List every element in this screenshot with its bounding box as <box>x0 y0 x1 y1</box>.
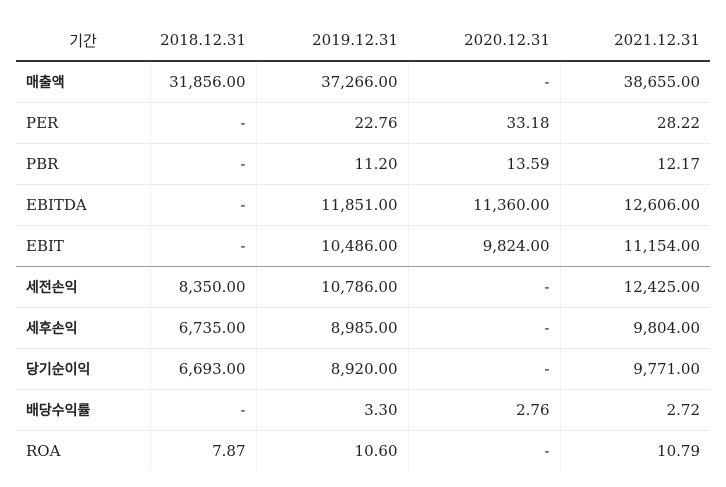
table-row: ROA 7.87 10.60 - 10.79 <box>16 430 710 471</box>
row-label: ROA <box>26 442 61 460</box>
table-cell: 7.87 <box>149 430 256 471</box>
table-cell: 8,350.00 <box>149 266 256 308</box>
column-header-2018: 2018.12.31 <box>150 20 256 62</box>
column-header-2020: 2020.12.31 <box>408 20 560 62</box>
row-label: EBIT <box>16 225 150 267</box>
table-cell: 28.22 <box>559 102 710 144</box>
period-header: 기간 <box>16 20 150 62</box>
table-cell: 9,804.00 <box>559 307 710 349</box>
row-label: 세전손익 <box>16 266 150 308</box>
table-cell: 6,735.00 <box>149 307 256 349</box>
table-header: 기간 2018.12.31 2019.12.31 2020.12.31 2021… <box>16 20 710 62</box>
table-cell: - <box>407 266 560 308</box>
table-cell: 8,920.00 <box>255 348 408 390</box>
row-label: 매출액 <box>16 61 150 103</box>
table-cell: 10,486.00 <box>255 225 408 267</box>
table-cell: 10.60 <box>255 430 408 471</box>
table-cell: 38,655.00 <box>559 61 710 103</box>
column-header-2019: 2019.12.31 <box>256 20 408 62</box>
table-cell: - <box>149 225 256 267</box>
table-cell: 2.76 <box>407 389 560 431</box>
table-row: 세전손익 8,350.00 10,786.00 - 12,425.00 <box>16 266 710 308</box>
table-row: 당기순이익 6,693.00 8,920.00 - 9,771.00 <box>16 348 710 390</box>
table-row: 매출액 31,856.00 37,266.00 - 38,655.00 <box>16 61 710 103</box>
table-cell: 11,851.00 <box>255 184 408 226</box>
row-label: EBITDA <box>16 184 150 226</box>
table-row: 배당수익률 - 3.30 2.76 2.72 <box>16 389 710 431</box>
row-label: PER <box>16 102 150 144</box>
table-cell: 37,266.00 <box>255 61 408 103</box>
table-cell: - <box>149 102 256 144</box>
table-cell: 2.72 <box>559 389 710 431</box>
row-label: 세후손익 <box>16 307 150 349</box>
table-cell: - <box>149 143 256 185</box>
table-cell: 11,154.00 <box>559 225 710 267</box>
table-cell: 11,360.00 <box>407 184 560 226</box>
column-header-2021: 2021.12.31 <box>560 20 710 62</box>
table-cell: 10,786.00 <box>255 266 408 308</box>
table-cell: 6,693.00 <box>149 348 256 390</box>
table-body: 매출액 31,856.00 37,266.00 - 38,655.00 PER … <box>16 61 710 471</box>
table-row: PER - 22.76 33.18 28.22 <box>16 102 710 144</box>
table-cell: 12,425.00 <box>559 266 710 308</box>
table-cell: 33.18 <box>407 102 560 144</box>
table-cell: 12.17 <box>559 143 710 185</box>
table-cell: - <box>407 348 560 390</box>
row-label: 배당수익률 <box>16 389 150 431</box>
table-cell: 8,985.00 <box>255 307 408 349</box>
table-row: 세후손익 6,735.00 8,985.00 - 9,804.00 <box>16 307 710 349</box>
table-row: EBIT - 10,486.00 9,824.00 11,154.00 <box>16 225 710 267</box>
row-label: 당기순이익 <box>16 348 150 390</box>
table-cell: 10.79 <box>559 430 710 471</box>
table-cell: 3.30 <box>255 389 408 431</box>
table-cell: - <box>149 184 256 226</box>
table-cell: 12,606.00 <box>559 184 710 226</box>
header-row: 기간 2018.12.31 2019.12.31 2020.12.31 2021… <box>16 20 710 62</box>
table-row: EBITDA - 11,851.00 11,360.00 12,606.00 <box>16 184 710 226</box>
table-cell: 9,771.00 <box>559 348 710 390</box>
table-cell: - <box>149 389 256 431</box>
table-cell: 11.20 <box>255 143 408 185</box>
table-row: PBR - 11.20 13.59 12.17 <box>16 143 710 185</box>
financial-summary-table: 기간 2018.12.31 2019.12.31 2020.12.31 2021… <box>16 20 710 471</box>
row-label: PBR <box>16 143 150 185</box>
table-cell: - <box>407 307 560 349</box>
table-cell: 9,824.00 <box>407 225 560 267</box>
table-cell: 13.59 <box>407 143 560 185</box>
table-cell: 31,856.00 <box>149 61 256 103</box>
table-cell: 22.76 <box>255 102 408 144</box>
table-cell: - <box>407 61 560 103</box>
table-cell: - <box>407 430 560 471</box>
